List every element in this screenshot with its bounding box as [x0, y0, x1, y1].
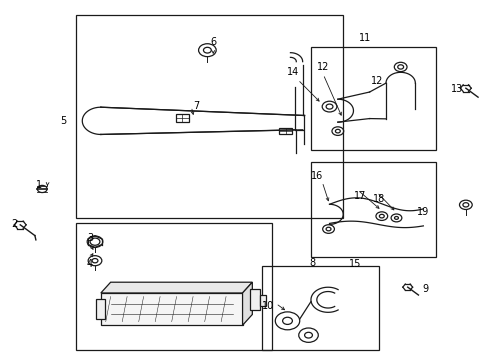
- Polygon shape: [101, 282, 252, 293]
- Text: 7: 7: [193, 102, 199, 112]
- Text: 16: 16: [311, 171, 323, 181]
- Bar: [76, 223, 272, 350]
- Bar: [76, 15, 343, 218]
- Text: 4: 4: [87, 259, 93, 269]
- Text: 12: 12: [317, 62, 329, 72]
- Text: 12: 12: [371, 76, 383, 86]
- Bar: [311, 162, 436, 257]
- Text: 14: 14: [287, 67, 299, 77]
- Bar: [101, 293, 243, 325]
- Text: 17: 17: [354, 191, 366, 201]
- Bar: [262, 266, 379, 350]
- Text: 13: 13: [451, 84, 464, 94]
- Text: 2: 2: [11, 219, 18, 229]
- Text: 6: 6: [210, 37, 216, 47]
- Text: 19: 19: [417, 207, 429, 217]
- Text: 3: 3: [87, 233, 93, 243]
- Polygon shape: [243, 282, 252, 325]
- Bar: [96, 300, 105, 319]
- Bar: [311, 47, 436, 149]
- Bar: [260, 295, 266, 306]
- Text: 8: 8: [309, 258, 316, 268]
- Text: 1: 1: [36, 180, 42, 190]
- Bar: [250, 289, 260, 310]
- Text: 10: 10: [262, 301, 274, 311]
- Text: 5: 5: [60, 116, 66, 126]
- Text: 9: 9: [423, 284, 429, 294]
- Bar: [279, 128, 292, 134]
- Bar: [175, 114, 189, 122]
- Text: 18: 18: [373, 194, 386, 204]
- Text: 11: 11: [359, 33, 371, 43]
- Text: 15: 15: [349, 259, 362, 269]
